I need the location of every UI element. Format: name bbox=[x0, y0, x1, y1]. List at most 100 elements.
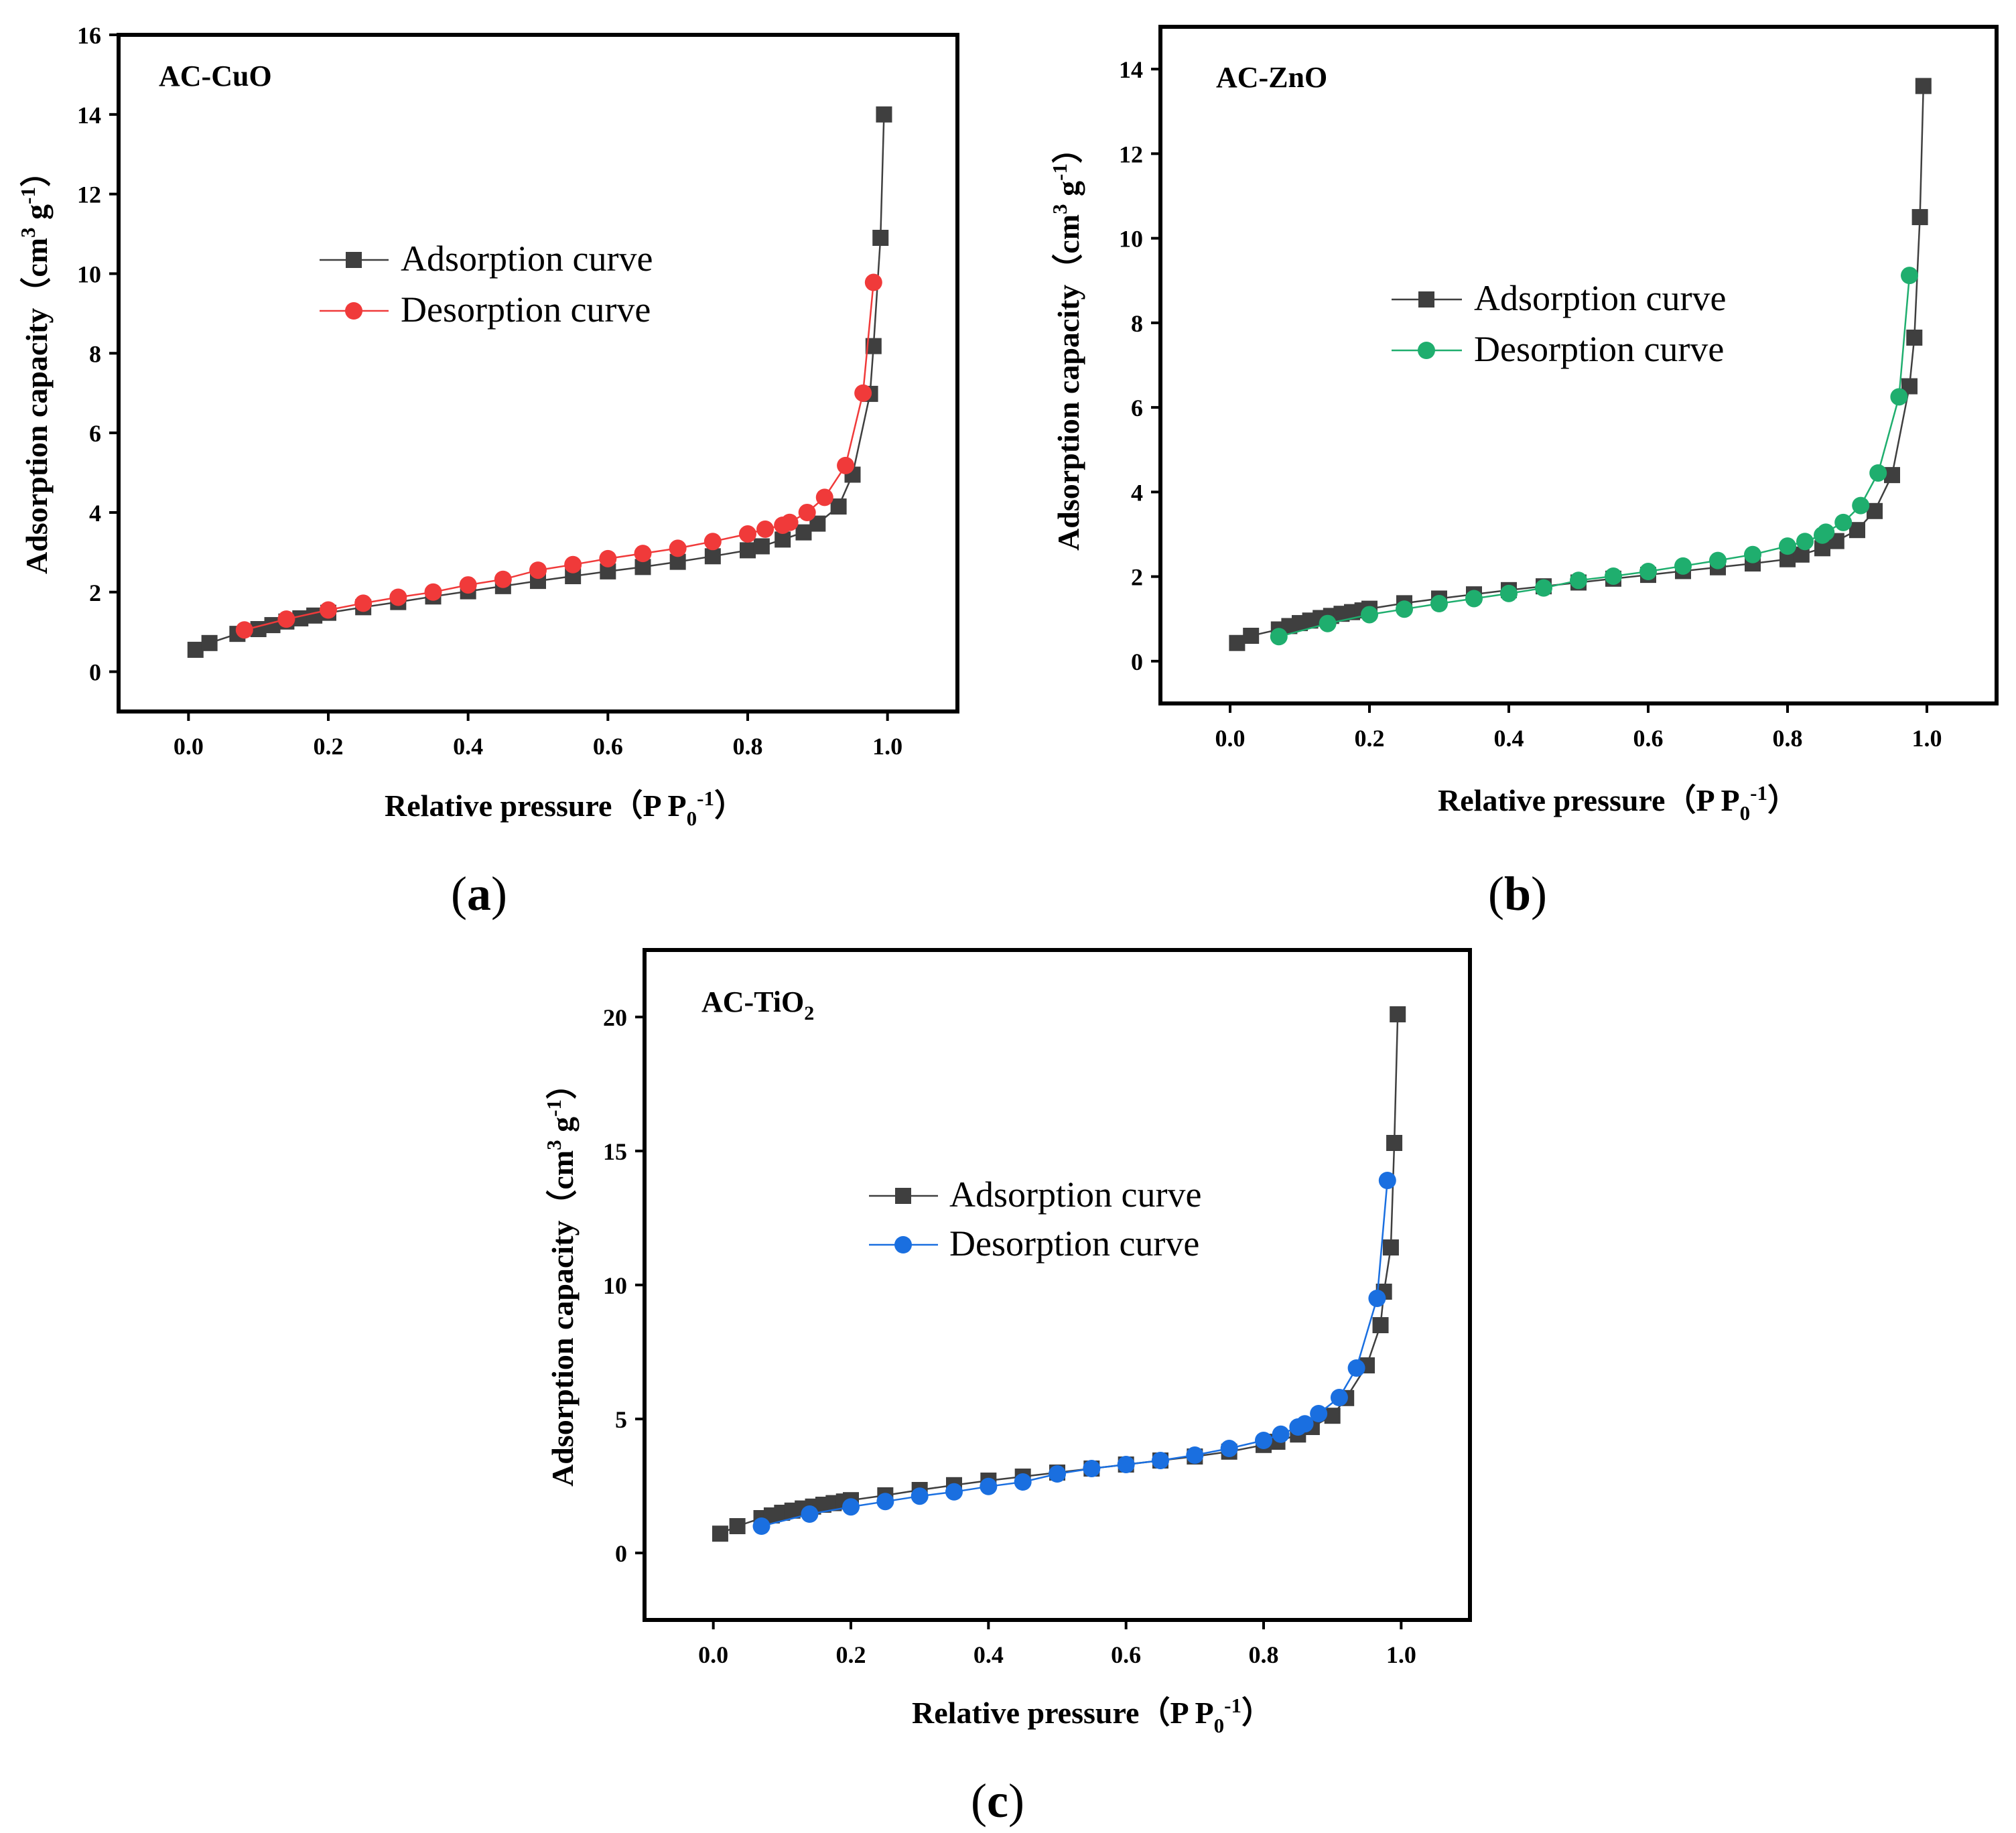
x-tick-label: 0.4 bbox=[453, 733, 483, 760]
desorption-point bbox=[1378, 1172, 1396, 1189]
desorption-point bbox=[1674, 557, 1692, 575]
desorption-point bbox=[1289, 1418, 1307, 1436]
legend-marker-desorption bbox=[345, 302, 362, 320]
x-tick-label: 0.0 bbox=[174, 733, 204, 760]
desorption-point bbox=[1570, 571, 1587, 590]
x-tick-labels: 0.0 0.2 0.4 0.6 0.8 1.0 bbox=[174, 733, 902, 760]
desorption-point bbox=[774, 516, 792, 534]
x-tick-label: 0.6 bbox=[1111, 1641, 1141, 1668]
y-axis-label: Adsorption capacity（cm3 g-1） bbox=[542, 1069, 580, 1487]
adsorption-point bbox=[876, 106, 892, 123]
desorption-point bbox=[876, 1493, 894, 1511]
legend-marker-desorption bbox=[1418, 342, 1435, 359]
x-tick-label: 0.8 bbox=[733, 733, 763, 760]
adsorption-point bbox=[187, 641, 204, 658]
plot-frame bbox=[117, 33, 959, 714]
legend-marker-adsorption bbox=[1418, 291, 1434, 308]
legend: Adsorption curve Desorption curve bbox=[869, 1174, 1201, 1264]
desorption-point bbox=[1430, 595, 1448, 613]
adsorption-point bbox=[1243, 628, 1260, 644]
desorption-point bbox=[1272, 1425, 1290, 1443]
y-tick-labels: 0 5 10 15 20 bbox=[603, 1004, 627, 1567]
desorption-point bbox=[1605, 567, 1622, 585]
desorption-point bbox=[1465, 590, 1483, 608]
desorption-point bbox=[459, 576, 477, 594]
desorption-point bbox=[1814, 526, 1831, 544]
data-series bbox=[187, 106, 892, 658]
x-tick-label: 0.2 bbox=[314, 733, 344, 760]
y-tick-label: 10 bbox=[77, 261, 101, 287]
desorption-point bbox=[529, 561, 547, 580]
desorption-point bbox=[854, 384, 872, 402]
x-tick-label: 0.4 bbox=[973, 1641, 1004, 1668]
desorption-point bbox=[756, 520, 775, 538]
adsorption-point bbox=[201, 634, 218, 651]
axis-ticks bbox=[635, 1016, 1403, 1629]
y-tick-label: 10 bbox=[1119, 226, 1143, 253]
adsorption-point bbox=[872, 230, 889, 246]
x-tick-label: 0.8 bbox=[1773, 725, 1803, 752]
adsorption-point bbox=[712, 1525, 728, 1542]
x-axis-label: Relative pressure（P P0-1） bbox=[1438, 781, 1798, 825]
adsorption-point bbox=[1884, 467, 1900, 484]
desorption-point bbox=[911, 1487, 929, 1505]
desorption-point bbox=[1639, 563, 1657, 581]
legend: Adsorption curve Desorption curve bbox=[1392, 278, 1726, 369]
y-tick-label: 12 bbox=[1119, 141, 1143, 167]
desorption-point bbox=[864, 273, 882, 291]
legend-label-desorption: Desorption curve bbox=[949, 1223, 1199, 1264]
panel-c-ac-tio2: 0.0 0.2 0.4 0.6 0.8 1.0 0 5 10 15 20 AC-TiO2 Rela… bbox=[542, 948, 1472, 1828]
panel-b-ac-zno: 0.0 0.2 0.4 0.6 0.8 1.0 0 2 4 6 8 10 12 14 AC-ZnO Re… bbox=[1048, 25, 1999, 921]
desorption-point bbox=[1796, 533, 1814, 551]
desorption-point bbox=[1779, 537, 1796, 555]
y-tick-label: 6 bbox=[1131, 395, 1143, 421]
data-series bbox=[712, 1006, 1406, 1542]
adsorption-point bbox=[1911, 209, 1928, 226]
desorption-point bbox=[424, 583, 442, 601]
adsorption-point bbox=[753, 538, 770, 555]
legend-label-adsorption: Adsorption curve bbox=[1474, 278, 1726, 318]
desorption-point bbox=[1852, 496, 1870, 515]
adsorption-point bbox=[775, 531, 791, 548]
y-tick-labels: 0 2 4 6 8 10 12 14 bbox=[1119, 56, 1143, 675]
desorption-point bbox=[1361, 606, 1378, 624]
y-tick-label: 6 bbox=[89, 420, 101, 447]
y-tick-labels: 0 2 4 6 8 10 12 14 16 bbox=[77, 22, 101, 686]
adsorption-point bbox=[1372, 1317, 1389, 1333]
x-axis-label: Relative pressure（P P0-1） bbox=[385, 787, 745, 830]
x-tick-labels: 0.0 0.2 0.4 0.6 0.8 1.0 bbox=[698, 1641, 1416, 1668]
adsorption-point bbox=[865, 338, 882, 354]
adsorption-series-line bbox=[720, 1014, 1399, 1535]
x-tick-label: 0.0 bbox=[1215, 725, 1246, 752]
y-axis-label: Adsorption capacity（cm3 g-1） bbox=[16, 156, 54, 574]
desorption-point bbox=[235, 621, 253, 639]
desorption-point bbox=[277, 610, 295, 628]
desorption-point bbox=[980, 1477, 998, 1495]
adsorption-point bbox=[740, 542, 756, 559]
desorption-point bbox=[1709, 551, 1727, 569]
x-tick-label: 0.6 bbox=[1633, 725, 1664, 752]
adsorption-point bbox=[704, 548, 721, 565]
y-tick-label: 0 bbox=[615, 1540, 627, 1567]
desorption-point bbox=[389, 588, 407, 606]
adsorption-point bbox=[830, 498, 847, 515]
legend: Adsorption curve Desorption curve bbox=[320, 239, 653, 330]
x-axis-label: Relative pressure（P P0-1） bbox=[912, 1694, 1272, 1737]
desorption-point bbox=[1255, 1432, 1272, 1449]
desorption-point bbox=[1901, 267, 1918, 285]
desorption-point bbox=[354, 594, 373, 612]
desorption-point bbox=[1869, 464, 1887, 482]
adsorption-point bbox=[1915, 78, 1932, 94]
y-tick-label: 8 bbox=[89, 340, 101, 367]
x-tick-label: 0.8 bbox=[1249, 1641, 1279, 1668]
panel-label: (a) bbox=[451, 867, 507, 921]
chart-title: AC-CuO bbox=[159, 60, 272, 92]
axis-ticks bbox=[109, 33, 889, 721]
desorption-point bbox=[1744, 545, 1761, 563]
x-tick-label: 1.0 bbox=[1912, 725, 1942, 752]
x-tick-label: 0.4 bbox=[1494, 725, 1524, 752]
panel-label: (b) bbox=[1488, 867, 1547, 921]
legend-marker-adsorption bbox=[346, 252, 362, 268]
